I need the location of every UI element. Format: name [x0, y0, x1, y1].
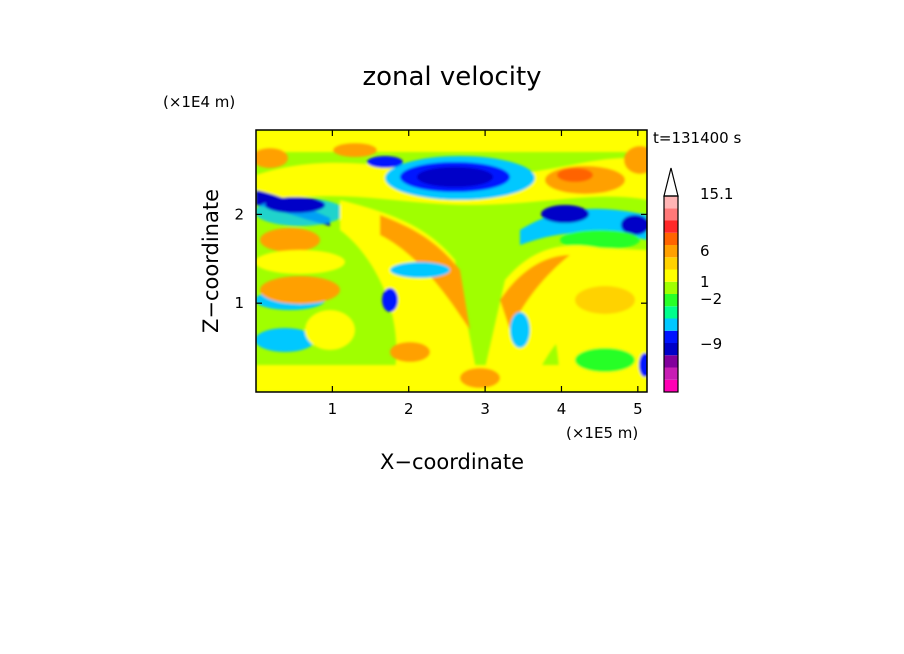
colorbar-label: −2 [700, 290, 722, 308]
bottom-orange-left [390, 342, 430, 362]
plot-frame [255, 129, 648, 393]
blue-blob-left-center [382, 288, 398, 312]
y-tick-label: 2 [234, 205, 244, 223]
colorbar-swatch [664, 379, 678, 392]
colorbar-swatch [664, 232, 678, 245]
bottom-orange-center [460, 368, 500, 388]
navy-blob-left [265, 197, 325, 213]
right-wedge-orange [500, 255, 570, 330]
colorbar-frame [663, 195, 679, 393]
x-tick-label: 2 [404, 400, 414, 418]
colorbar-swatch [664, 355, 678, 368]
colorbar-swatch [664, 367, 678, 380]
y-axis-ticks: 12 [234, 205, 647, 312]
green-blob-upper-right [560, 230, 640, 250]
cyan-blob-center-upper [390, 262, 450, 278]
right-lower-green [575, 348, 635, 372]
y-multiplier-label: (×1E4 m) [163, 93, 235, 111]
contour-field [256, 130, 647, 392]
colorbar-swatch [664, 330, 678, 343]
navy-core-top-center [417, 167, 493, 187]
orange-blob-left-lower [260, 276, 340, 304]
blue-blob-right-edge [639, 353, 647, 377]
colorbar-swatch [664, 257, 678, 270]
red-blob-right-top [557, 168, 593, 182]
yellow-strip-left [305, 310, 355, 350]
blue-streak-top [367, 156, 403, 168]
orange-blob-center-top [333, 143, 377, 157]
colorbar-swatch [664, 245, 678, 258]
colorbar-swatch [664, 281, 678, 294]
chart-title: zonal velocity [362, 62, 541, 92]
colorbar-swatch [664, 294, 678, 307]
colorbar: 15.1 6 1−2 −9 [663, 167, 733, 393]
central-wedge-yellow [340, 200, 480, 390]
cyan-strip-left [256, 328, 315, 352]
x-tick-label: 4 [557, 400, 567, 418]
orange-blob-left-mid [260, 228, 320, 252]
x-tick-label: 5 [633, 400, 643, 418]
central-wedge-orange [380, 215, 470, 330]
x-tick-label: 3 [480, 400, 490, 418]
colorbar-label: 1 [700, 273, 710, 291]
navy-blob-right [541, 205, 589, 223]
colorbar-swatch [664, 318, 678, 331]
yellow-blob-left-mid [256, 250, 345, 274]
cyan-blob-center-lower [510, 312, 530, 348]
navy-blob-far-right [621, 215, 647, 235]
band-top-yellow [256, 130, 647, 152]
time-label: t=131400 s [653, 129, 741, 147]
colorbar-swatch [664, 208, 678, 221]
colorbar-label: −9 [700, 335, 722, 353]
x-tick-label: 1 [328, 400, 338, 418]
y-tick-label: 1 [234, 294, 244, 312]
x-axis-ticks: 1 2 3 4 5 [328, 130, 643, 418]
colorbar-swatch [664, 196, 678, 209]
orange-blob-left-top [256, 148, 288, 168]
colorbar-swatch [664, 220, 678, 233]
colorbar-swatch [664, 343, 678, 356]
y-axis-label: Z−coordinate [199, 189, 223, 333]
colorbar-label: 15.1 [700, 185, 733, 203]
x-multiplier-label: (×1E5 m) [566, 424, 638, 442]
colorbar-swatch [664, 269, 678, 282]
x-axis-label: X−coordinate [380, 450, 524, 474]
colorbar-label: 6 [700, 242, 710, 260]
orange-blob-mid-right [624, 146, 647, 174]
colorbar-overflow-arrow [663, 167, 679, 197]
right-lower-orange [575, 286, 635, 314]
colorbar-swatch [664, 306, 678, 319]
